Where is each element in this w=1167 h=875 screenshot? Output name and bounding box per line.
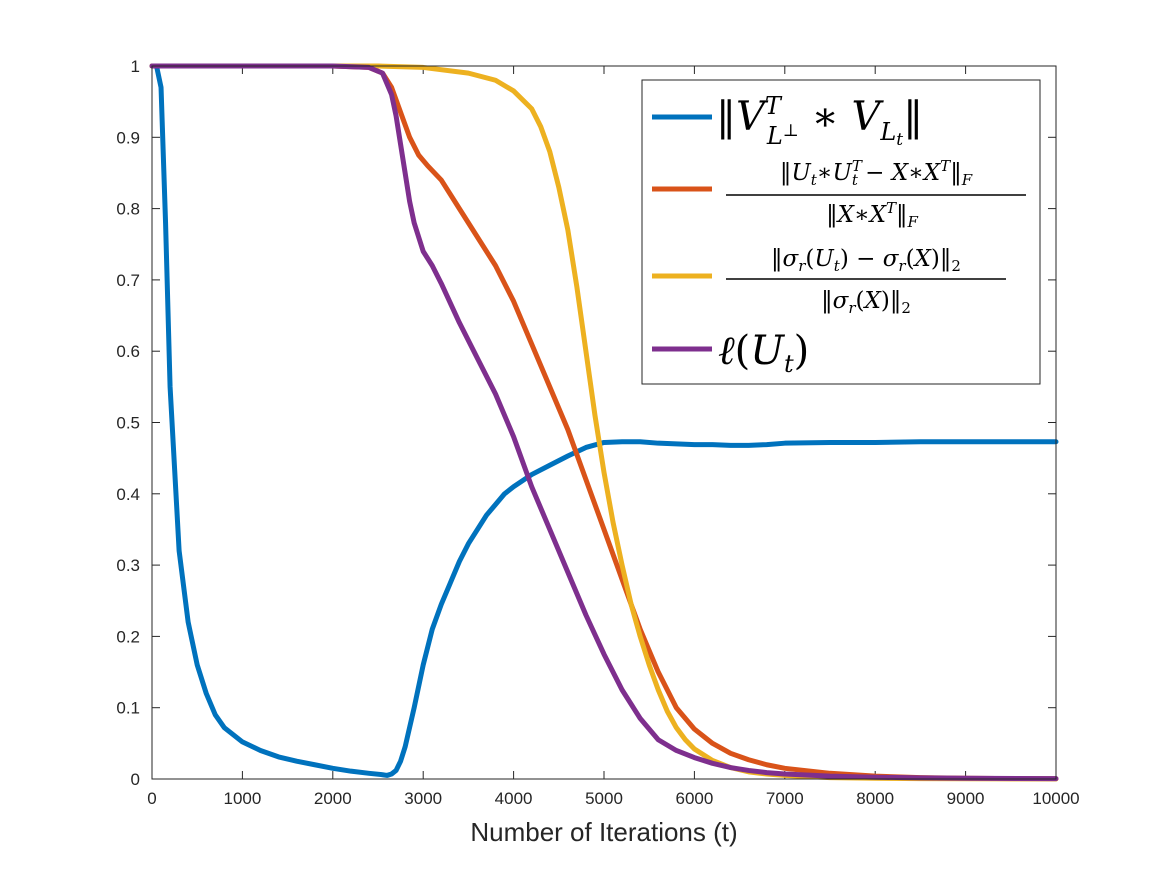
x-tick-label: 10000 (1032, 789, 1079, 808)
x-tick-label: 0 (147, 789, 156, 808)
x-tick-label: 2000 (314, 789, 352, 808)
legend-label-series-4: ℓ(Ut) (718, 328, 809, 378)
x-tick-label: 6000 (675, 789, 713, 808)
plot-frame (151, 65, 1057, 780)
x-tick-label: 9000 (947, 789, 985, 808)
legend-label-series-2-denominator: ‖X∗XT‖F (826, 199, 918, 231)
x-tick-label: 4000 (495, 789, 533, 808)
y-tick-label: 0.4 (116, 485, 140, 504)
series-lines (149, 63, 1059, 782)
y-tick-label: 0.7 (116, 271, 140, 290)
y-tick-label: 0.2 (116, 627, 140, 646)
y-tick-label: 1 (131, 57, 140, 76)
y-tick-label: 0.3 (116, 556, 140, 575)
y-tick-label: 0.6 (116, 342, 140, 361)
x-tick-label: 1000 (223, 789, 261, 808)
legend-label-series-3-numerator: ‖σr(Ut) − σr(X)‖2 (771, 246, 961, 275)
tick-labels: 0 1000 2000 3000 4000 5000 6000 7000 8000 9000 100… (116, 57, 1079, 808)
x-tick-label: 7000 (766, 789, 804, 808)
x-tick-label: 3000 (404, 789, 442, 808)
y-tick-label: 0.1 (116, 699, 140, 718)
y-tick-label: 0.8 (116, 200, 140, 219)
y-tick-label: 0.9 (116, 128, 140, 147)
legend-box (641, 79, 1041, 385)
x-tick-label: 8000 (856, 789, 894, 808)
x-tick-label: 5000 (585, 789, 623, 808)
series-line-1 (149, 63, 1059, 778)
legend-label-series-3-denominator: ‖σr(X)‖2 (821, 288, 911, 317)
series-line-2 (149, 63, 1059, 782)
series-line-4 (149, 63, 1059, 782)
legend: ‖VT L⊥ ∗ VLt‖ ‖Ut∗UT t − X∗XT‖F ‖X∗XT‖F ‖σ… (641, 79, 1041, 385)
x-axis-title: Number of Iterations (t) (470, 817, 737, 847)
y-tick-label: 0 (131, 770, 140, 789)
y-tick-label: 0.5 (116, 414, 140, 433)
